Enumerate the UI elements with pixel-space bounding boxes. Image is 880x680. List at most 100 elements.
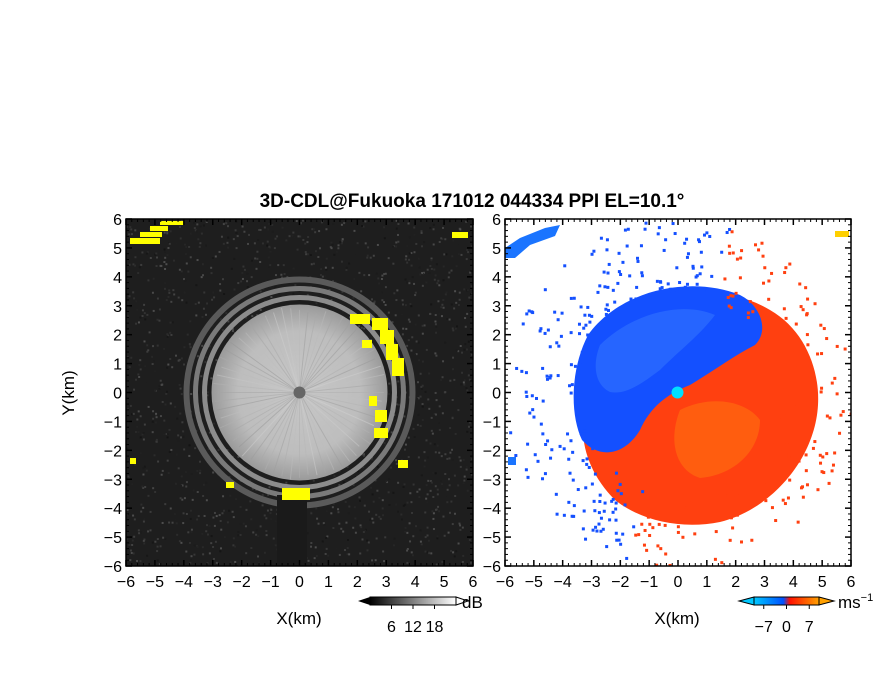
- noise-speck: [215, 359, 218, 362]
- noise-speck: [197, 515, 200, 518]
- velocity-speck: [580, 350, 584, 354]
- noise-speck: [196, 355, 199, 358]
- noise-speck: [259, 525, 262, 528]
- velocity-speck: [591, 528, 595, 532]
- noise-speck: [232, 516, 235, 519]
- noise-speck: [468, 296, 471, 299]
- noise-speck: [414, 323, 417, 326]
- noise-speck: [295, 220, 298, 223]
- noise-speck: [450, 549, 453, 552]
- noise-speck: [444, 341, 447, 344]
- velocity-speck: [713, 557, 717, 561]
- velocity-speck: [816, 488, 820, 492]
- noise-speck: [196, 259, 199, 262]
- noise-speck: [200, 232, 203, 235]
- noise-speck: [222, 509, 225, 512]
- noise-speck: [360, 526, 363, 529]
- velocity-speck: [520, 369, 524, 373]
- velocity-speck: [656, 544, 660, 548]
- noise-speck: [341, 242, 344, 245]
- velocity-speck: [781, 447, 785, 451]
- xtick-label: 1: [324, 574, 333, 591]
- noise-speck: [182, 522, 185, 525]
- noise-speck: [274, 520, 277, 523]
- velocity-speck: [640, 274, 644, 278]
- noise-speck: [391, 321, 394, 324]
- velocity-speck: [735, 257, 739, 261]
- noise-speck: [257, 555, 260, 558]
- noise-speck: [188, 541, 191, 544]
- noise-speck: [417, 413, 420, 416]
- noise-speck: [177, 440, 180, 443]
- noise-speck: [244, 525, 247, 528]
- noise-speck: [149, 257, 152, 260]
- noise-speck: [463, 475, 466, 478]
- noise-speck: [169, 331, 172, 334]
- noise-speck: [319, 247, 322, 250]
- noise-speck: [268, 222, 271, 225]
- noise-speck: [202, 483, 205, 486]
- noise-speck: [296, 248, 299, 251]
- noise-speck: [293, 236, 296, 239]
- noise-speck: [467, 425, 470, 428]
- colorbar-tick-label: 12: [404, 619, 422, 636]
- noise-speck: [232, 238, 235, 241]
- ytick-label: 3: [492, 299, 501, 316]
- noise-speck: [161, 383, 164, 386]
- noise-speck: [201, 315, 204, 318]
- noise-speck: [140, 510, 143, 513]
- noise-speck: [468, 421, 471, 424]
- velocity-speck: [796, 366, 800, 370]
- noise-speck: [459, 465, 462, 468]
- velocity-speck: [643, 227, 647, 231]
- noise-speck: [406, 261, 409, 264]
- noise-speck: [185, 301, 188, 304]
- noise-speck: [152, 360, 155, 363]
- noise-speck: [170, 300, 173, 303]
- noise-speck: [451, 417, 454, 420]
- noise-speck: [457, 409, 460, 412]
- xtick-label: 2: [353, 574, 362, 591]
- noise-speck: [447, 531, 450, 534]
- noise-speck: [445, 291, 448, 294]
- noise-speck: [158, 308, 161, 311]
- noise-speck: [414, 353, 417, 356]
- noise-speck: [383, 301, 386, 304]
- velocity-speck: [732, 487, 736, 491]
- noise-speck: [405, 255, 408, 258]
- noise-speck: [372, 521, 375, 524]
- noise-speck: [399, 385, 402, 388]
- velocity-speck: [538, 329, 542, 333]
- noise-speck: [183, 278, 186, 281]
- velocity-speck: [563, 264, 567, 268]
- velocity-speck: [617, 538, 621, 542]
- noise-speck: [340, 260, 343, 263]
- left-colorbar-fill: [370, 597, 456, 605]
- noise-speck: [167, 472, 170, 475]
- noise-speck: [397, 380, 400, 383]
- xtick-label: −2: [611, 574, 629, 591]
- xtick-label: 4: [789, 574, 798, 591]
- noise-speck: [131, 413, 134, 416]
- velocity-speck: [555, 512, 559, 516]
- velocity-speck: [675, 266, 679, 270]
- echo-ray: [281, 392, 300, 477]
- velocity-speck: [818, 453, 822, 457]
- noise-speck: [465, 258, 468, 261]
- noise-speck: [265, 530, 268, 533]
- noise-speck: [434, 320, 437, 323]
- noise-speck: [427, 398, 430, 401]
- noise-speck: [170, 333, 173, 336]
- noise-speck: [213, 296, 216, 299]
- noise-speck: [456, 519, 459, 522]
- velocity-speck: [746, 316, 750, 320]
- velocity-speck: [662, 248, 666, 252]
- noise-speck: [432, 528, 435, 531]
- clutter-flag: [380, 330, 394, 344]
- noise-speck: [227, 320, 230, 323]
- noise-speck: [440, 237, 443, 240]
- velocity-speck: [566, 432, 570, 436]
- noise-speck: [194, 302, 197, 305]
- velocity-speck: [581, 360, 585, 364]
- velocity-speck: [621, 260, 625, 264]
